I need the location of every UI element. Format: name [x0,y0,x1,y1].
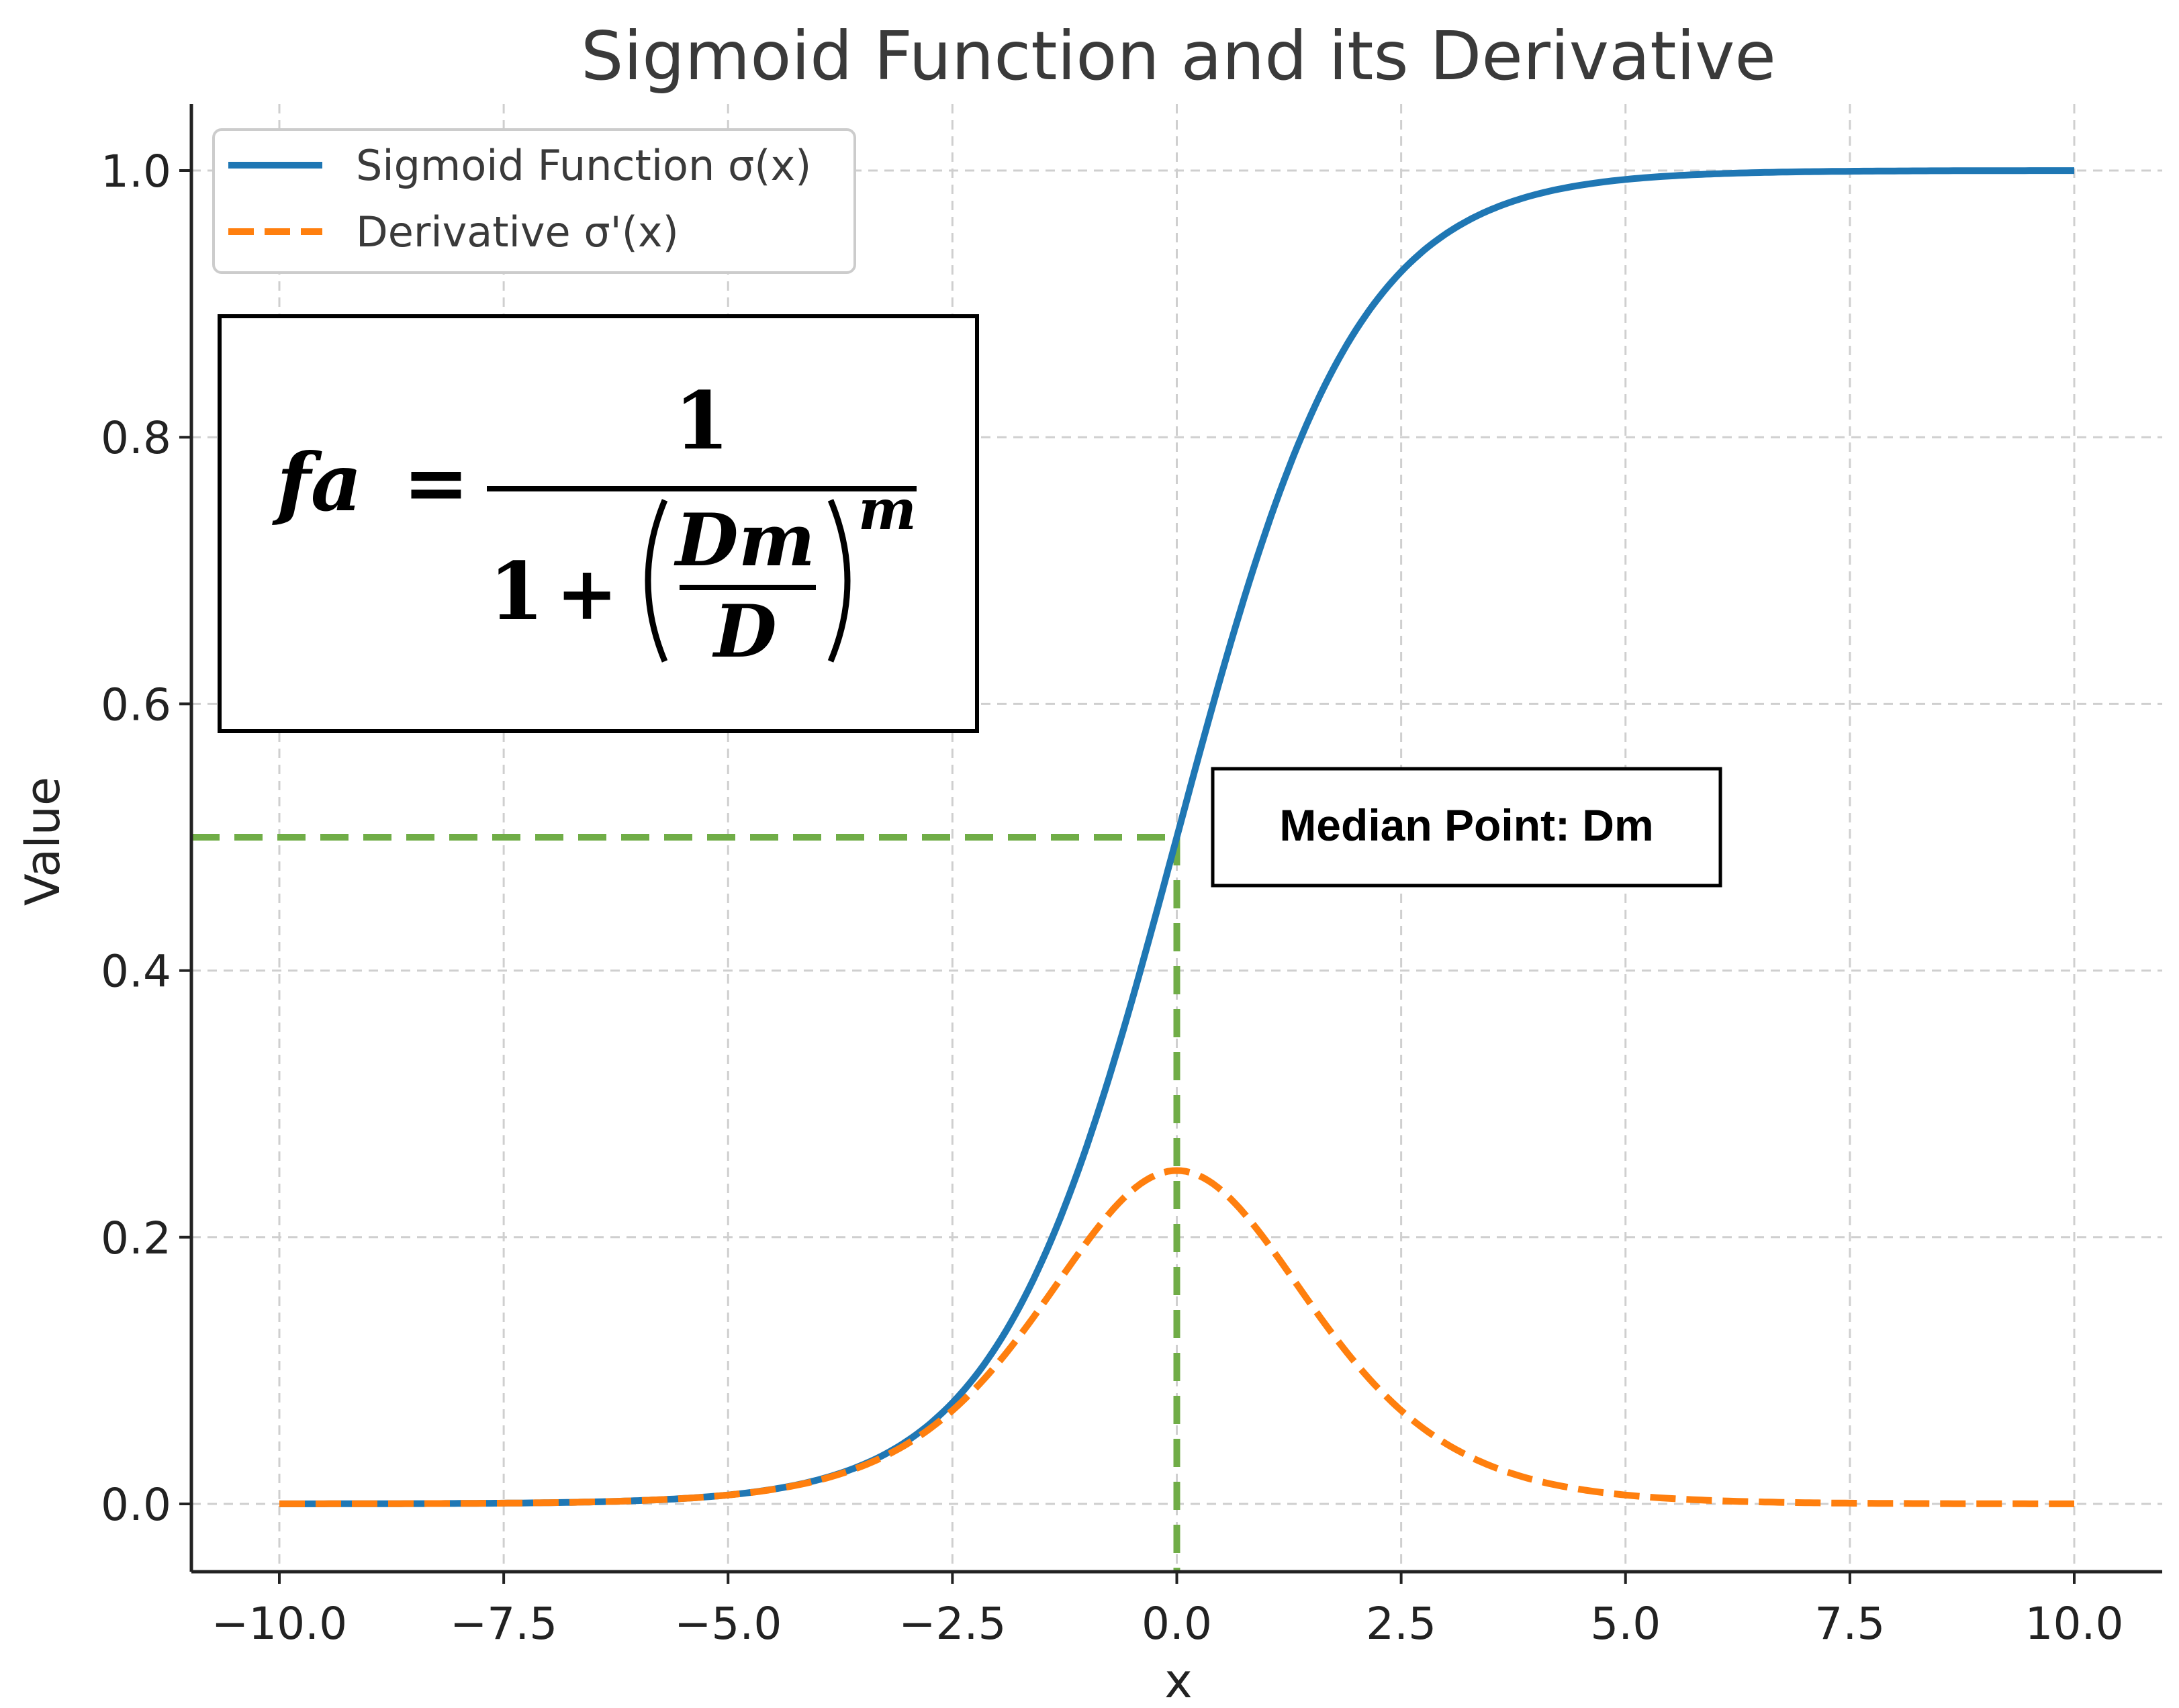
series-layer [279,167,2074,1507]
x-tick-label: −2.5 [898,1598,1006,1650]
formula-inner-denominator: D [712,589,777,674]
formula-left-paren [645,499,668,663]
formula-equals: = [403,436,469,529]
formula-numerator: 1 [674,374,729,467]
formula-box: fa = 1 1 + Dm D m [218,314,979,733]
y-ticks: 0.0 0.2 0.4 0.6 0.8 1.0 [101,146,191,1531]
x-tick-label: 5.0 [1590,1598,1661,1650]
formula-denominator-one: 1 [489,544,544,638]
median-guides [191,834,1180,1572]
x-axis-label: x [1164,1654,1192,1708]
y-tick-label: 1.0 [101,146,171,197]
formula-exponent: m [858,478,917,542]
x-tick-label: 7.5 [1814,1598,1885,1650]
formula-lhs: fa [272,436,362,529]
x-tick-label: 2.5 [1366,1598,1436,1650]
x-tick-label: 10.0 [2025,1598,2124,1650]
legend: Sigmoid Function σ(x) Derivative σ'(x) [212,128,856,274]
median-annotation: Median Point: Dm [1211,767,1722,888]
legend-sigmoid-label: Sigmoid Function σ(x) [356,141,811,190]
y-tick-label: 0.2 [101,1213,171,1264]
x-ticks: −10.0 −7.5 −5.0 −2.5 0.0 2.5 5.0 7.5 10.0 [212,1572,2124,1650]
legend-derivative-label: Derivative σ'(x) [356,207,679,256]
x-tick-label: −7.5 [450,1598,557,1650]
formula-plus: + [556,550,618,636]
median-annotation-frame [1211,767,1722,888]
y-axis-label: Value [15,777,71,906]
formula-right-paren [827,499,851,663]
y-tick-label: 0.4 [101,946,171,998]
median-annotation-label: Median Point: Dm [1279,800,1653,850]
formula-frame [218,314,979,733]
legend-box [212,128,856,274]
formula-inner-numerator: Dm [674,498,815,583]
x-tick-label: −5.0 [674,1598,782,1650]
y-tick-label: 0.8 [101,412,171,464]
x-tick-label: 0.0 [1142,1598,1212,1650]
derivative-line [279,1167,2074,1507]
y-tick-label: 0.6 [101,679,171,730]
chart-title: Sigmoid Function and its Derivative [581,17,1776,95]
y-tick-label: 0.0 [101,1479,171,1531]
x-tick-label: −10.0 [212,1598,347,1650]
